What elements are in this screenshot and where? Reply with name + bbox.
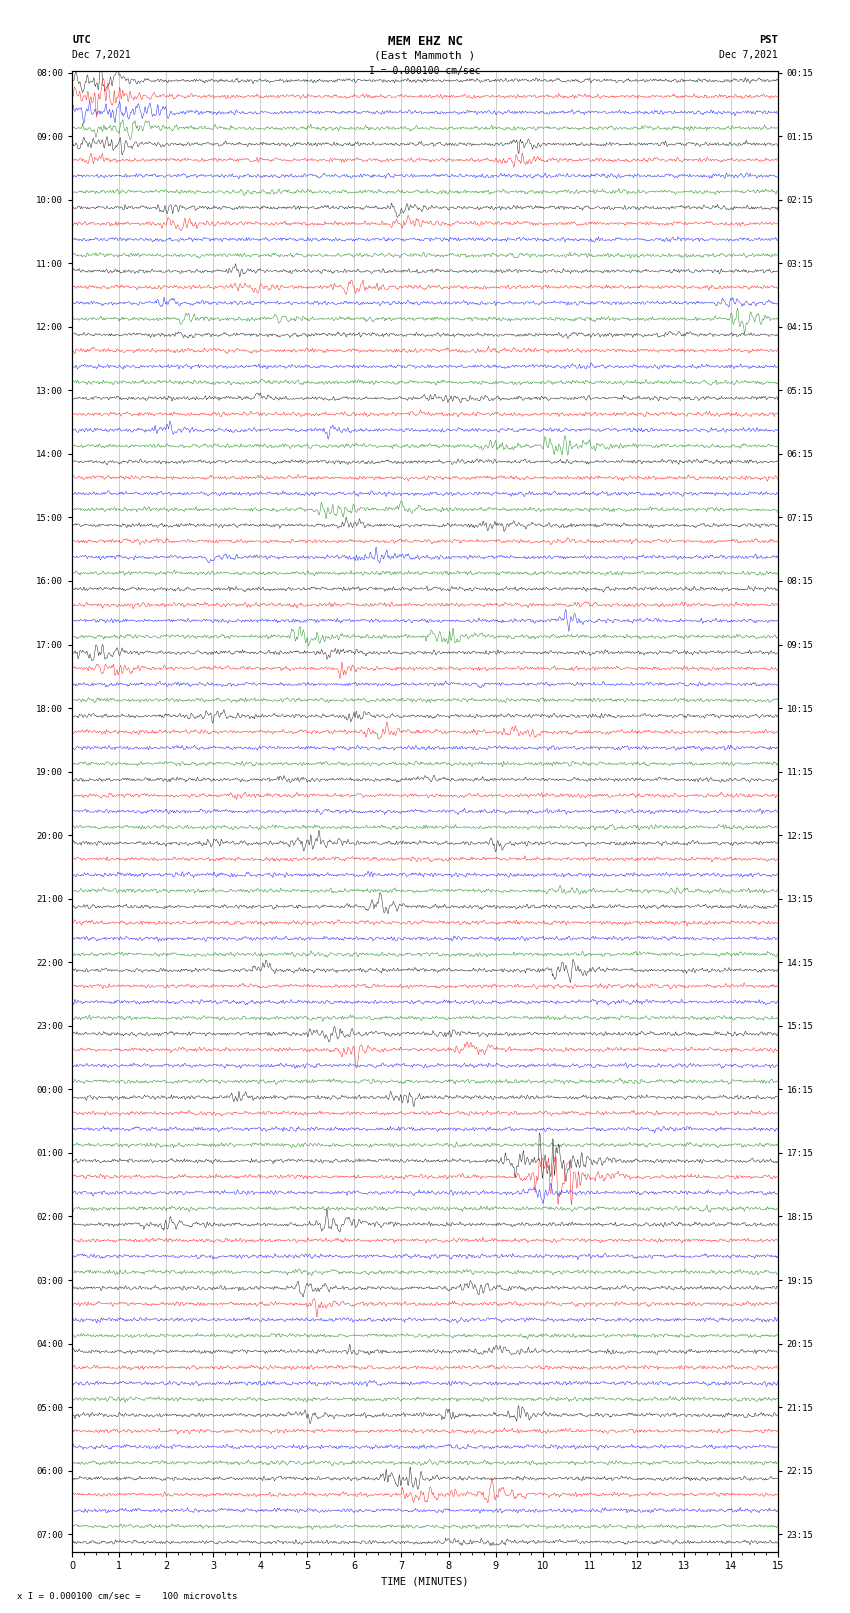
Text: UTC: UTC <box>72 35 91 45</box>
Text: x I = 0.000100 cm/sec =    100 microvolts: x I = 0.000100 cm/sec = 100 microvolts <box>17 1590 237 1600</box>
Text: I = 0.000100 cm/sec: I = 0.000100 cm/sec <box>369 66 481 76</box>
Text: MEM EHZ NC: MEM EHZ NC <box>388 35 462 48</box>
Text: (East Mammoth ): (East Mammoth ) <box>374 50 476 60</box>
Text: Dec 7,2021: Dec 7,2021 <box>719 50 778 60</box>
Text: PST: PST <box>759 35 778 45</box>
Text: Dec 7,2021: Dec 7,2021 <box>72 50 131 60</box>
X-axis label: TIME (MINUTES): TIME (MINUTES) <box>382 1578 468 1587</box>
